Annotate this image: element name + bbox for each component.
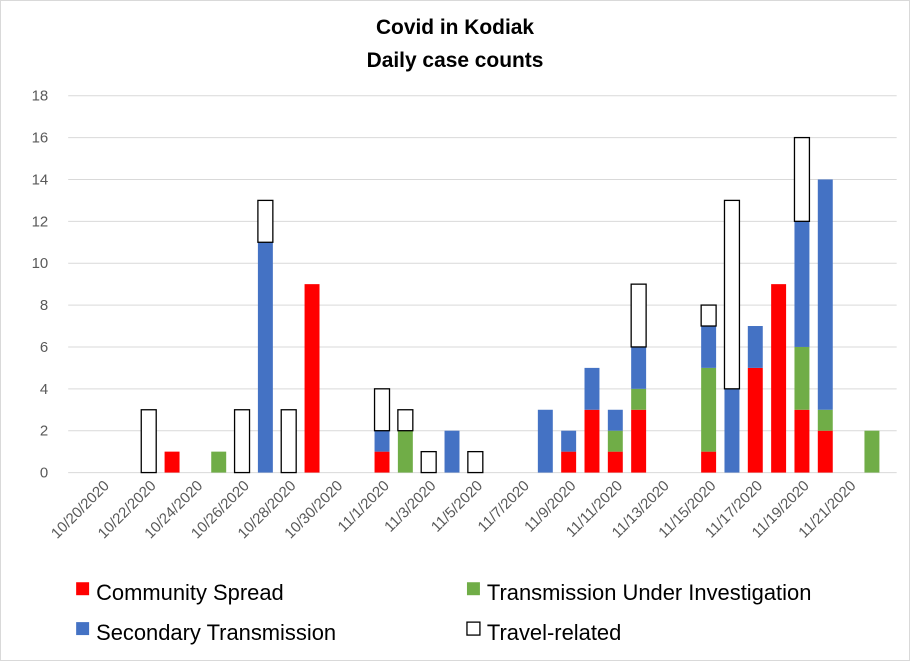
legend-label: Transmission Under Investigation: [487, 580, 812, 605]
bar-segment-community-spread: [561, 451, 577, 473]
bars: [140, 136, 880, 474]
bar-segment-secondary-transmission: [701, 326, 717, 368]
legend-label: Travel-related: [487, 620, 621, 645]
y-tick-label: 18: [32, 88, 49, 105]
bar-segment-transmission-under-investigation: [211, 451, 227, 473]
bar-segment-community-spread: [631, 409, 647, 473]
bar-segment-transmission-under-investigation: [701, 367, 717, 452]
bar-segment-community-spread: [164, 451, 180, 473]
legend-swatch: [466, 582, 480, 596]
bar-segment-travel-related: [280, 409, 297, 474]
bar-segment-community-spread: [701, 451, 717, 473]
bar-segment-transmission-under-investigation: [817, 409, 833, 431]
y-tick-label: 2: [40, 423, 48, 440]
legend-swatch: [76, 582, 90, 596]
bar-segment-travel-related: [700, 304, 717, 327]
legend-swatch: [466, 621, 481, 636]
bar-segment-secondary-transmission: [444, 430, 460, 473]
bar-segment-transmission-under-investigation: [631, 388, 647, 410]
bar-segment-transmission-under-investigation: [794, 346, 810, 410]
bar-segment-secondary-transmission: [817, 179, 833, 410]
bar-segment-travel-related: [140, 409, 157, 474]
bar-segment-travel-related: [373, 388, 391, 432]
y-tick-label: 16: [32, 130, 49, 147]
bar-segment-community-spread: [771, 284, 787, 473]
y-tick-label: 6: [40, 339, 48, 356]
bar-segment-travel-related: [233, 409, 251, 474]
bar-segment-secondary-transmission: [561, 430, 577, 452]
legend: Community Spread Transmission Under Inves…: [76, 580, 811, 645]
bar-segment-travel-related: [257, 199, 274, 243]
bar-segment-community-spread: [374, 451, 390, 473]
bar-segment-secondary-transmission: [794, 221, 810, 347]
bar-segment-travel-related: [467, 450, 484, 474]
chart-subtitle: Daily case counts: [367, 49, 544, 72]
y-tick-label: 8: [40, 297, 48, 314]
chart-title: Covid in Kodiak: [376, 16, 534, 39]
bar-segment-community-spread: [584, 409, 600, 473]
bar-segment-secondary-transmission: [631, 346, 647, 389]
legend-swatch: [76, 622, 90, 636]
bar-segment-transmission-under-investigation: [607, 430, 623, 452]
y-tick-label: 4: [40, 381, 48, 398]
bar-segment-secondary-transmission: [257, 242, 273, 473]
bar-segment-transmission-under-investigation: [864, 430, 880, 473]
bar-segment-transmission-under-investigation: [397, 430, 413, 473]
legend-label: Secondary Transmission: [96, 620, 336, 645]
y-tick-label: 10: [32, 255, 49, 272]
gridlines: [68, 95, 897, 474]
bar-segment-travel-related: [420, 450, 437, 474]
bar-segment-community-spread: [304, 284, 320, 473]
bar-segment-secondary-transmission: [747, 326, 763, 368]
x-axis-ticks: 10/20/202010/22/202010/24/202010/26/2020…: [48, 477, 859, 542]
bar-segment-secondary-transmission: [724, 388, 740, 473]
y-axis-ticks: 0 2 4 6 8 10 12 14 16 18: [32, 88, 49, 482]
bar-segment-community-spread: [607, 451, 623, 473]
bar-segment-secondary-transmission: [584, 367, 600, 410]
bar-segment-community-spread: [747, 367, 763, 473]
y-tick-label: 0: [40, 465, 48, 482]
bar-segment-travel-related: [397, 409, 414, 432]
y-tick-label: 12: [32, 213, 49, 230]
bar-segment-community-spread: [817, 430, 833, 473]
legend-label: Community Spread: [96, 580, 284, 605]
bar-segment-secondary-transmission: [537, 409, 553, 473]
bar-segment-secondary-transmission: [374, 430, 390, 452]
bar-segment-travel-related: [630, 283, 647, 348]
bar-segment-community-spread: [794, 409, 810, 473]
bar-segment-travel-related: [793, 136, 811, 222]
bar-segment-travel-related: [723, 199, 741, 390]
y-tick-label: 14: [32, 171, 49, 188]
bar-segment-secondary-transmission: [607, 409, 623, 431]
